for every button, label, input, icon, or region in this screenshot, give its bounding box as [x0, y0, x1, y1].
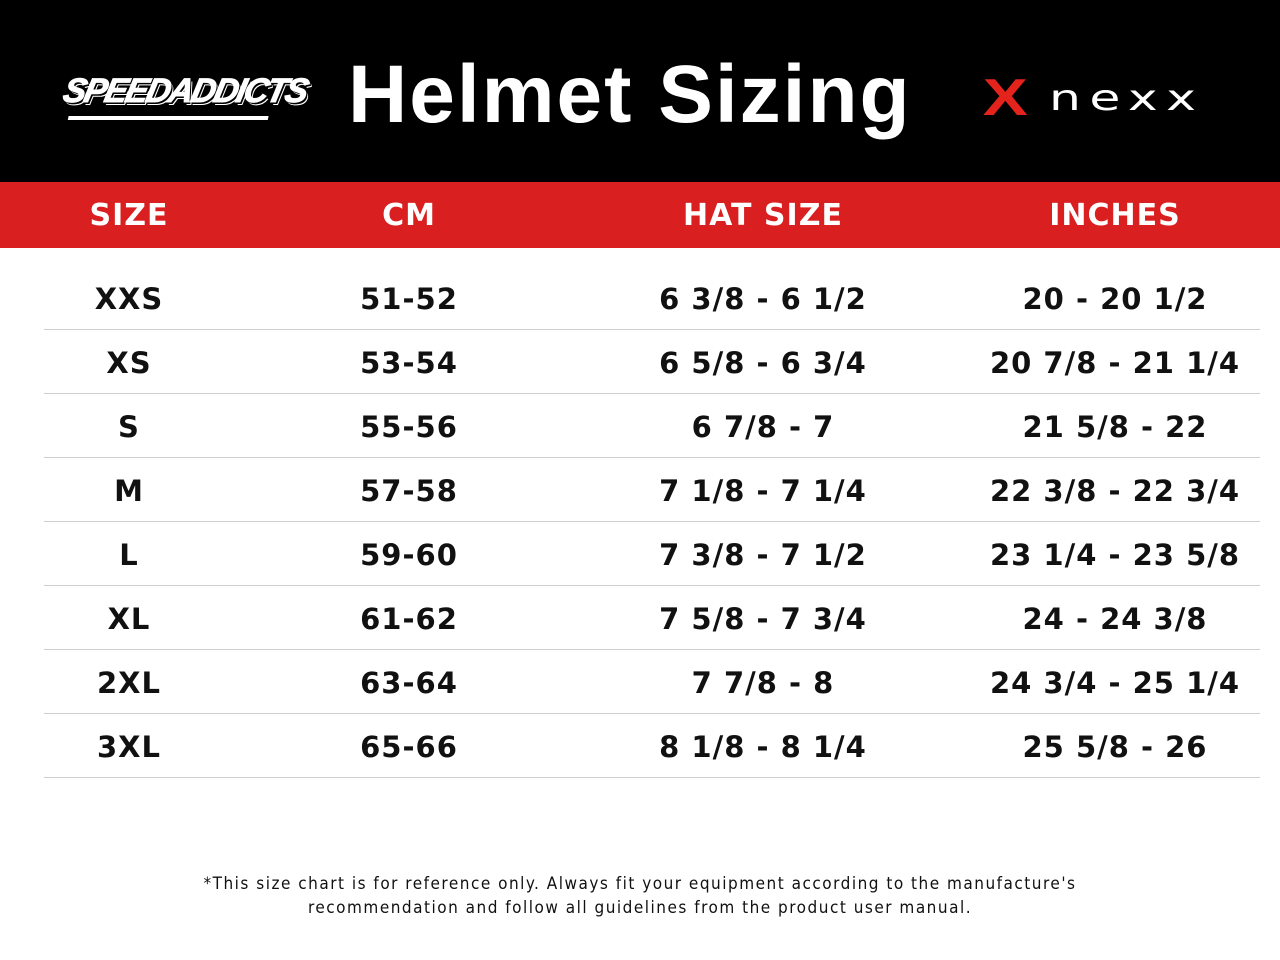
column-header-hat-size: HAT SIZE: [683, 198, 843, 233]
cell-inches: 24 - 24 3/8: [1022, 602, 1208, 636]
cell-cm: 53-54: [360, 346, 458, 380]
footnote-line-2: recommendation and follow all guidelines…: [307, 898, 973, 918]
cell-size: 2XL: [96, 666, 162, 700]
table-row: XL 61-62 7 5/8 - 7 3/4 24 - 24 3/8: [44, 586, 1260, 650]
cell-hat-size: 6 5/8 - 6 3/4: [659, 346, 867, 380]
cell-size: XXS: [94, 282, 164, 316]
column-header-cm: CM: [382, 198, 436, 233]
cell-cm: 61-62: [360, 602, 458, 636]
header-banner: SPEEDADDICTS Helmet Sizing X nexx: [0, 0, 1280, 182]
logo-underline: [67, 116, 269, 120]
table-row: 2XL 63-64 7 7/8 - 8 24 3/4 - 25 1/4: [44, 650, 1260, 714]
table-header: SIZE CM HAT SIZE INCHES: [0, 182, 1280, 248]
cell-cm: 59-60: [360, 538, 458, 572]
cell-size: XS: [106, 346, 152, 380]
footnote-line-1: *This size chart is for reference only. …: [203, 874, 1077, 894]
cell-size: L: [119, 538, 139, 572]
speedaddicts-logo: SPEEDADDICTS: [56, 72, 311, 128]
table-row: XS 53-54 6 5/8 - 6 3/4 20 7/8 - 21 1/4: [44, 330, 1260, 394]
table-row: L 59-60 7 3/8 - 7 1/2 23 1/4 - 23 5/8: [44, 522, 1260, 586]
cell-hat-size: 6 7/8 - 7: [691, 410, 835, 444]
cell-size: M: [114, 474, 144, 508]
cell-hat-size: 7 3/8 - 7 1/2: [659, 538, 867, 572]
cell-size: XL: [107, 602, 151, 636]
table-row: M 57-58 7 1/8 - 7 1/4 22 3/8 - 22 3/4: [44, 458, 1260, 522]
cell-cm: 63-64: [360, 666, 458, 700]
footnote: *This size chart is for reference only. …: [0, 872, 1280, 920]
column-header-size: SIZE: [89, 198, 169, 233]
cell-cm: 57-58: [360, 474, 458, 508]
table-row: 3XL 65-66 8 1/8 - 8 1/4 25 5/8 - 26: [44, 714, 1260, 778]
page-title: Helmet Sizing: [348, 49, 912, 140]
cell-inches: 20 - 20 1/2: [1022, 282, 1208, 316]
cell-inches: 22 3/8 - 22 3/4: [989, 474, 1241, 508]
cell-hat-size: 7 5/8 - 7 3/4: [659, 602, 867, 636]
nexx-wordmark: nexx: [1048, 77, 1205, 119]
speedaddicts-logo-text: SPEEDADDICTS: [59, 72, 311, 111]
cell-size: 3XL: [96, 730, 162, 764]
table-row: XXS 51-52 6 3/8 - 6 1/2 20 - 20 1/2: [44, 266, 1260, 330]
column-header-inches: INCHES: [1049, 198, 1181, 233]
cell-hat-size: 7 1/8 - 7 1/4: [659, 474, 867, 508]
cell-cm: 65-66: [360, 730, 458, 764]
cell-hat-size: 8 1/8 - 8 1/4: [659, 730, 867, 764]
cell-inches: 20 7/8 - 21 1/4: [989, 346, 1241, 380]
cell-inches: 23 1/4 - 23 5/8: [989, 538, 1241, 572]
table-row: S 55-56 6 7/8 - 7 21 5/8 - 22: [44, 394, 1260, 458]
cell-hat-size: 7 7/8 - 8: [691, 666, 835, 700]
nexx-x-mark: X: [982, 69, 1028, 127]
cell-hat-size: 6 3/8 - 6 1/2: [659, 282, 867, 316]
nexx-logo: X nexx: [983, 72, 1196, 124]
cell-inches: 21 5/8 - 22: [1022, 410, 1208, 444]
cell-cm: 51-52: [360, 282, 458, 316]
cell-inches: 25 5/8 - 26: [1022, 730, 1208, 764]
cell-cm: 55-56: [360, 410, 458, 444]
cell-size: S: [118, 410, 140, 444]
cell-inches: 24 3/4 - 25 1/4: [989, 666, 1241, 700]
